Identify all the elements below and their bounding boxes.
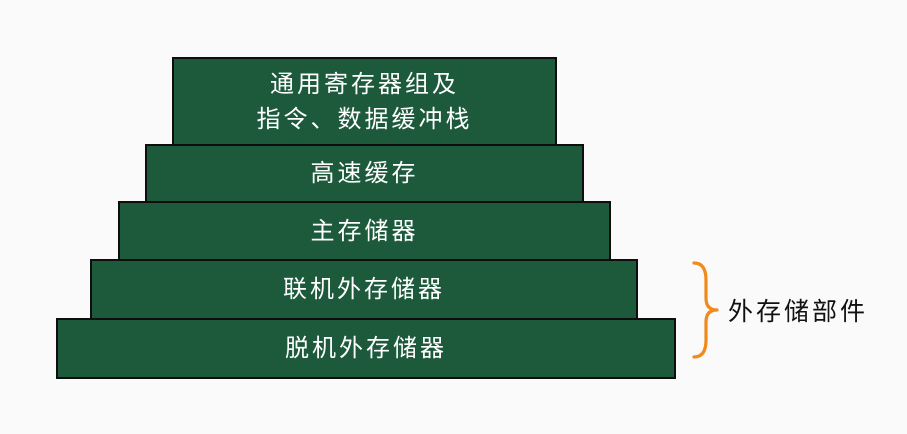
tier-offline-storage: 脱机外存储器 xyxy=(56,318,676,379)
tier-main-memory-label: 主存储器 xyxy=(310,216,419,245)
external-storage-label: 外存储部件 xyxy=(728,297,869,326)
tier-main-memory: 主存储器 xyxy=(118,201,611,261)
tier-registers: 通用寄存器组及 指令、数据缓冲栈 xyxy=(172,57,557,146)
tier-cache: 高速缓存 xyxy=(145,144,584,203)
tier-online-storage-label: 联机外存储器 xyxy=(283,275,445,304)
tier-cache-label: 高速缓存 xyxy=(310,159,419,188)
tier-registers-line-1: 通用寄存器组及 xyxy=(270,69,459,98)
curly-brace-icon xyxy=(692,261,719,359)
tier-offline-storage-label: 脱机外存储器 xyxy=(285,334,447,363)
tier-online-storage: 联机外存储器 xyxy=(90,259,638,320)
tier-registers-line-2: 指令、数据缓冲栈 xyxy=(256,104,473,133)
